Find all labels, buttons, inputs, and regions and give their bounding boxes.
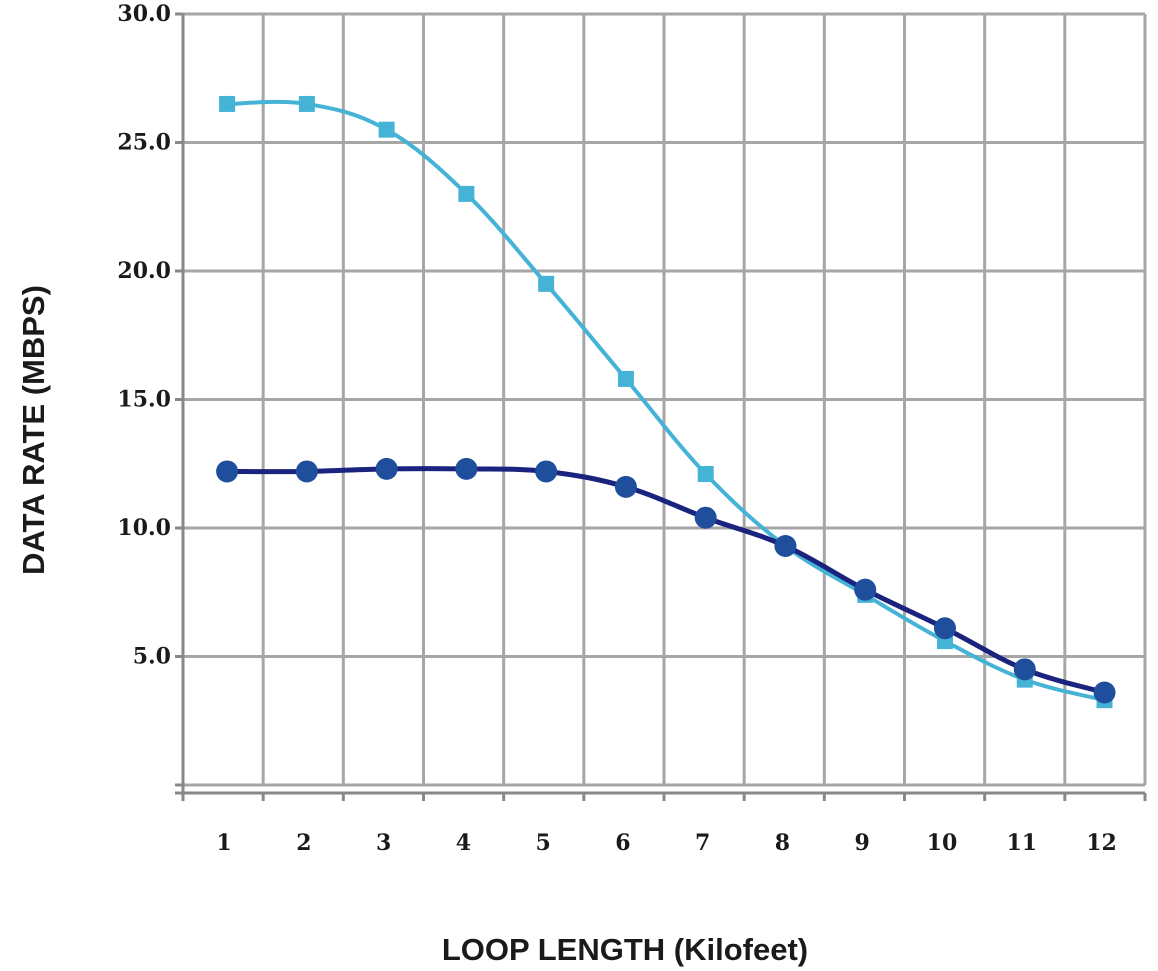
series-line	[227, 466, 1106, 695]
x-tick-label: 10	[927, 830, 958, 856]
y-tick-label: 10.0	[117, 515, 171, 541]
series-point-circle	[854, 578, 877, 601]
series-point-circle	[216, 460, 239, 483]
x-tick-label: 9	[855, 830, 870, 856]
series-point-circle	[535, 460, 558, 483]
y-tick-label: 25.0	[117, 130, 171, 156]
x-tick-label: 3	[376, 830, 391, 856]
y-tick-label: 30.0	[117, 1, 171, 27]
series-1	[219, 95, 1113, 709]
series-point-circle	[295, 460, 318, 483]
series-point-circle	[933, 617, 956, 640]
series-point-square	[538, 275, 555, 292]
x-axis-title: LOOP LENGTH (Kilofeet)	[442, 932, 808, 967]
x-tick-label: 6	[615, 830, 630, 856]
series-point-square	[617, 370, 634, 387]
x-tick-label: 1	[216, 830, 231, 856]
series-point-square	[298, 95, 315, 112]
chart-grid	[181, 12, 1147, 787]
y-tick-labels: 5.0 10.0 15.0 20.0 25.0 30.0	[117, 1, 171, 670]
series-line	[227, 99, 1106, 703]
x-tick-label: 4	[456, 830, 471, 856]
x-tick-label: 5	[535, 830, 550, 856]
series-point-square	[378, 121, 395, 138]
y-axis-title: DATA RATE (MBPS)	[16, 285, 51, 575]
x-tick-labels: 1 2 3 4 5 6 7 8 9 10 11 12	[216, 830, 1116, 856]
series-point-square	[219, 95, 236, 112]
chart-axes	[175, 12, 1147, 801]
y-tick-label: 20.0	[117, 258, 171, 284]
series-point-square	[458, 185, 475, 202]
x-tick-label: 11	[1006, 830, 1037, 856]
x-tick-label: 7	[695, 830, 710, 856]
series-point-circle	[455, 457, 478, 480]
series-point-circle	[774, 534, 797, 557]
y-tick-label: 15.0	[117, 387, 171, 413]
series-point-square	[697, 466, 714, 483]
series-point-circle	[1013, 658, 1036, 681]
x-tick-label: 12	[1086, 830, 1117, 856]
y-tick-label: 5.0	[133, 644, 171, 670]
series-point-circle	[1093, 681, 1116, 704]
x-tick-label: 8	[775, 830, 790, 856]
series-point-circle	[375, 457, 398, 480]
x-tick-label: 2	[296, 830, 311, 856]
series-layer	[216, 95, 1116, 709]
series-point-circle	[614, 475, 637, 498]
series-point-circle	[694, 506, 717, 529]
series-2	[216, 457, 1116, 704]
